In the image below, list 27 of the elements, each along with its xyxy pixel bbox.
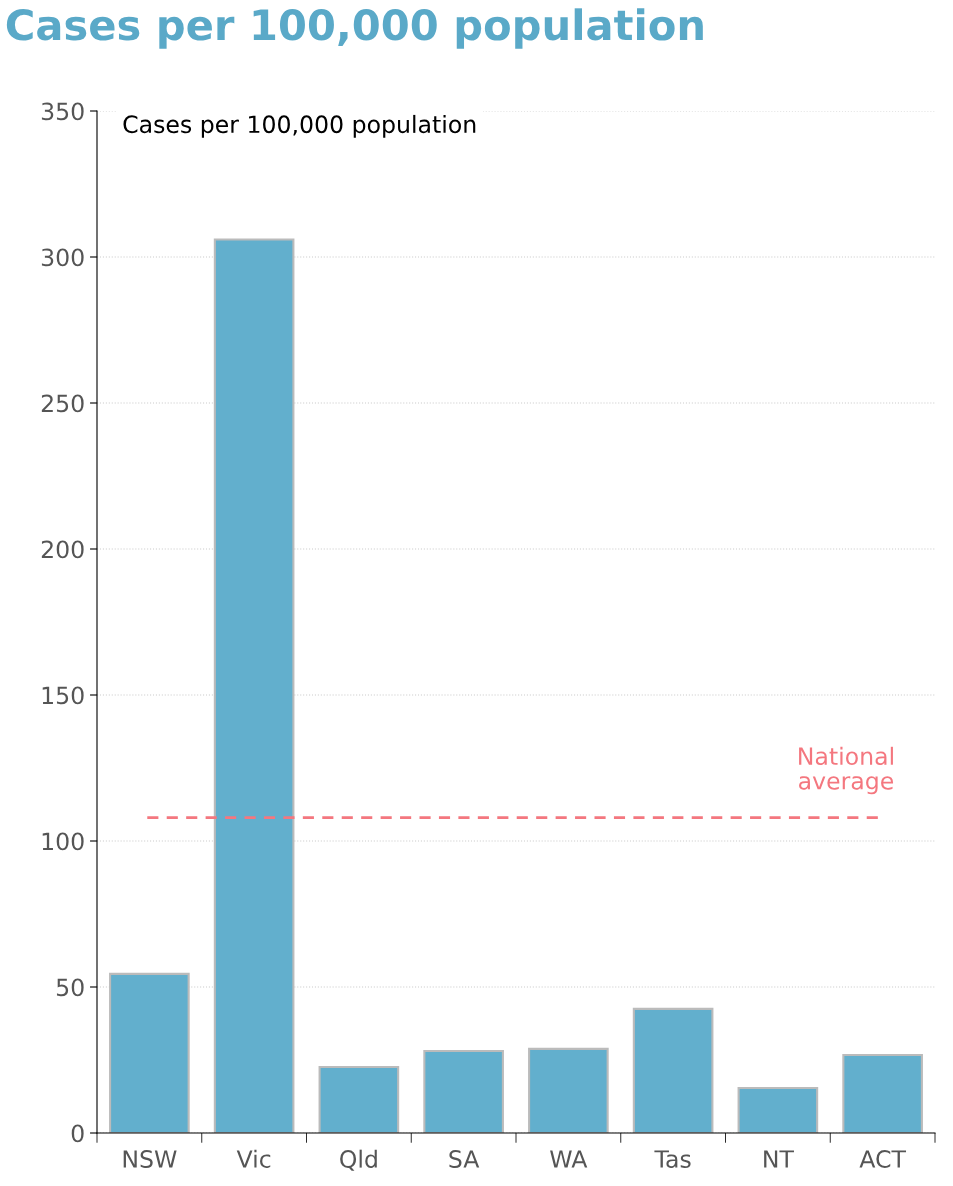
x-tick-label: Vic	[236, 1149, 271, 1168]
y-tick-label: 200	[41, 540, 84, 559]
x-tick-label: NT	[764, 1150, 794, 1168]
y-tick-label: 100	[42, 832, 84, 851]
y-tick-label: 300	[41, 248, 84, 267]
ref-line-label: National average	[799, 746, 894, 795]
x-tick-label: NSW	[123, 1150, 177, 1168]
y-tick-label: 250	[41, 394, 84, 413]
bar	[632, 1007, 714, 1133]
x-tick-label: SA	[449, 1150, 480, 1168]
y-tick-label: 150	[42, 686, 84, 705]
bar	[528, 1047, 609, 1133]
y-tick-label: 50	[56, 978, 84, 997]
x-tick-label: ACT	[859, 1150, 907, 1168]
x-tick-label: Tas	[654, 1150, 691, 1168]
y-tick-label: 0	[71, 1124, 84, 1143]
y-axis-title: Cases per 100,000 population	[123, 114, 476, 138]
bar	[318, 1065, 400, 1133]
bar	[213, 238, 295, 1133]
x-tick-label: Qld	[340, 1149, 377, 1171]
y-tick-label: 350	[41, 102, 84, 121]
bar	[737, 1086, 819, 1133]
bar	[423, 1049, 504, 1133]
bar	[109, 972, 190, 1133]
x-tick-label: WA	[550, 1150, 588, 1168]
bar	[842, 1054, 923, 1133]
chart-title: Cases per 100,000 population	[6, 8, 703, 49]
